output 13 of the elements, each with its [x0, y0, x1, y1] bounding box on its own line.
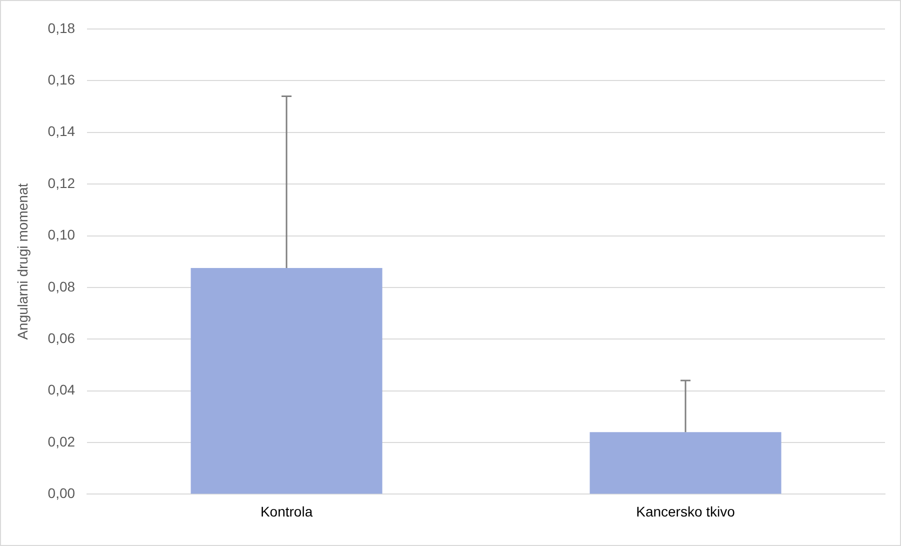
y-tick-label: 0,18: [48, 20, 76, 36]
y-tick-label: 0,12: [48, 174, 76, 191]
y-tick-label: 0,02: [48, 433, 76, 450]
y-tick-label: 0,04: [48, 382, 76, 398]
x-tick-label: Kancersko tkivo: [636, 503, 736, 520]
y-tick-label: 0,08: [48, 278, 76, 294]
y-axis-title: Angularni drugi momenat: [14, 183, 30, 340]
y-tick-label: 0,00: [48, 485, 76, 502]
y-tick-label: 0,16: [48, 72, 76, 88]
y-tick-label: 0,14: [48, 123, 76, 140]
y-tick-label: 0,06: [48, 330, 76, 346]
x-tick-label: Kontrola: [260, 503, 313, 520]
y-tick-label: 0,10: [48, 226, 76, 243]
